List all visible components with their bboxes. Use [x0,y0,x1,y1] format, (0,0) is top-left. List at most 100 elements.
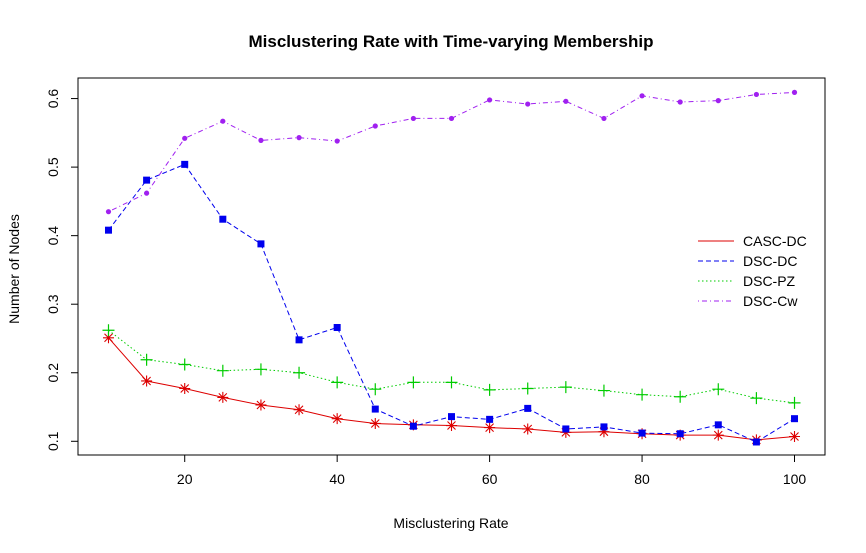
series-casc-dc [102,332,801,446]
marker-shape [331,413,343,425]
data-point-casc-dc [293,404,305,416]
marker-shape [409,422,417,430]
data-point-dsc-dc [104,226,112,234]
legend-item-casc-dc: CASC-DC [698,233,807,249]
data-point-casc-dc [598,426,610,438]
data-point-dsc-dc [219,215,227,223]
data-point-dsc-cw [105,209,112,215]
x-tick-label: 40 [329,471,345,487]
y-tick-label: 0.1 [45,431,61,451]
data-point-dsc-cw [487,97,493,103]
x-axis-label: Misclustering Rate [393,515,508,531]
data-point-casc-dc [789,430,801,442]
marker-shape [105,209,112,215]
data-point-dsc-cw [144,190,150,196]
marker-shape [144,190,150,196]
marker-shape [788,396,801,409]
series-dsc-dc [104,160,799,446]
marker-shape [486,415,494,423]
marker-shape [216,364,229,377]
data-point-dsc-pz [178,358,191,371]
y-tick-label: 0.2 [45,363,61,383]
data-point-dsc-cw [410,115,416,122]
marker-shape [141,375,153,387]
marker-shape [257,240,265,248]
data-point-casc-dc [331,413,343,425]
marker-shape [524,404,532,412]
marker-shape [369,417,381,429]
data-point-dsc-pz [750,392,763,405]
legend-label: DSC-Cw [743,293,798,309]
data-point-dsc-dc [295,336,303,344]
data-point-dsc-cw [677,99,683,105]
data-point-casc-dc [217,391,229,403]
marker-shape [676,430,684,438]
marker-shape [331,376,344,389]
marker-shape [791,415,799,423]
data-point-dsc-pz [636,388,649,401]
marker-shape [293,404,305,416]
marker-shape [487,97,493,103]
marker-shape [525,101,531,107]
data-point-dsc-dc [600,423,608,431]
data-point-dsc-dc [143,176,151,184]
data-point-dsc-cw [182,135,188,141]
marker-shape [369,383,382,396]
marker-shape [753,91,759,98]
marker-shape [372,123,378,129]
marker-shape [371,405,379,413]
axes: 20 40 60 80 100 0.1 0.2 0.3 0.4 0.5 0.6 [45,89,806,487]
marker-shape [562,425,570,433]
data-point-dsc-pz [559,381,572,394]
marker-shape [448,115,455,122]
x-tick-label: 100 [783,471,807,487]
data-point-dsc-dc [371,405,379,413]
marker-shape [407,376,420,389]
data-point-dsc-pz [674,390,687,403]
x-tick-label: 80 [634,471,650,487]
x-tick-label: 60 [482,471,498,487]
marker-shape [181,160,189,168]
data-point-dsc-pz [521,382,534,395]
marker-shape [217,391,229,403]
data-point-dsc-cw [639,93,645,99]
data-point-dsc-pz [293,366,306,379]
marker-shape [484,422,496,434]
marker-shape [483,383,496,396]
marker-shape [104,226,112,234]
marker-shape [522,423,534,435]
marker-shape [600,423,608,431]
marker-shape [219,215,227,223]
marker-shape [140,353,153,366]
marker-shape [254,363,267,376]
series-layer [102,89,801,446]
data-point-dsc-cw [258,137,264,143]
marker-shape [601,115,607,122]
marker-shape [333,324,341,332]
marker-shape [597,384,610,397]
data-point-casc-dc [141,375,153,387]
marker-shape [334,138,340,144]
data-point-dsc-cw [448,115,455,122]
marker-shape [143,176,151,184]
series-line-dsc-pz [108,329,795,404]
data-point-dsc-dc [752,438,760,446]
marker-shape [102,324,115,337]
data-point-dsc-cw [525,101,531,107]
data-point-casc-dc [369,417,381,429]
marker-shape [750,392,763,405]
marker-shape [677,99,683,105]
marker-shape [220,118,226,124]
series-line-dsc-dc [108,163,795,443]
legend-item-dsc-cw: DSC-Cw [698,293,798,309]
data-point-casc-dc [255,399,267,411]
data-point-dsc-dc [409,422,417,430]
data-point-dsc-pz [140,353,153,366]
y-tick-label: 0.6 [45,89,61,109]
data-point-casc-dc [179,383,191,395]
marker-shape [102,332,114,344]
marker-shape [445,376,458,389]
marker-shape [714,421,722,429]
y-tick-label: 0.3 [45,294,61,314]
plot-frame [77,77,826,456]
